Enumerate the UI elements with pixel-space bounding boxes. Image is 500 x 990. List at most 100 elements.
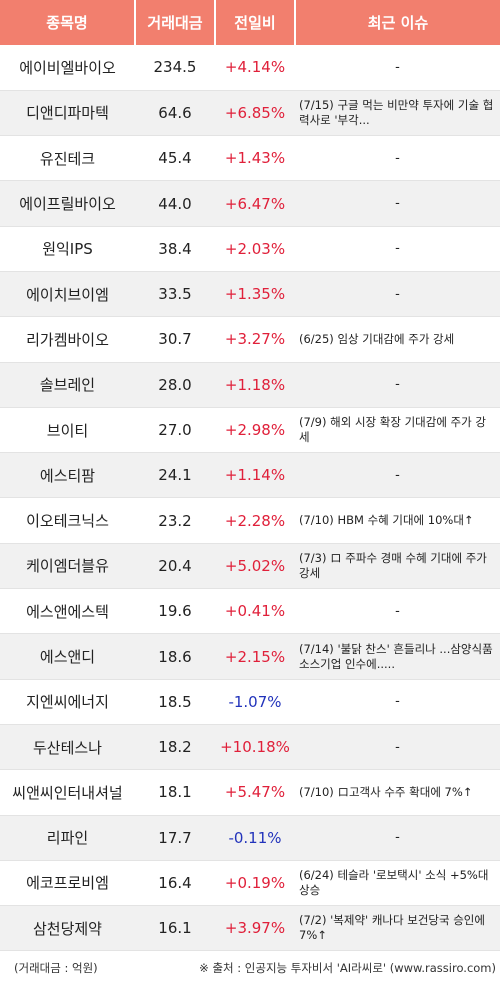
table-row: 에이프릴바이오 44.0 +6.47% - [0,180,500,227]
recent-issue-text: (7/3) ロ 주파수 경매 수혜 기대에 주가 강세 [299,550,487,580]
recent-issue-text: (7/14) '불닭 찬스' 흔들리나 ...삼양식품 소스기업 인수에....… [299,641,493,671]
recent-issue-text: - [395,150,400,166]
stock-name: 에스앤디 [0,633,135,680]
header-change: 전일비 [215,0,296,45]
trading-value: 24.1 [135,452,215,499]
recent-issue: - [295,724,500,771]
stock-name: 에이치브이엠 [0,271,135,318]
table-row: 에코프로비엠 16.4 +0.19% (6/24) 테슬라 '로보택시' 소식 +5%… [0,860,500,907]
table-row: 브이티 27.0 +2.98% (7/9) 해외 시장 확장 기대감에 주가 강세 [0,407,500,454]
stock-name: 디앤디파마텍 [0,90,135,137]
recent-issue: - [295,135,500,182]
header-stock-name: 종목명 [0,0,136,45]
recent-issue-text: - [395,603,400,619]
stock-name: 에코프로비엠 [0,860,135,907]
recent-issue: (7/3) ロ 주파수 경매 수혜 기대에 주가 강세 [295,543,500,590]
price-change: +10.18% [215,724,295,771]
trading-value: 28.0 [135,362,215,408]
trading-value: 17.7 [135,815,215,861]
price-change: +0.41% [215,588,295,635]
price-change: +1.43% [215,135,295,182]
footer: (거래대금 : 억원) ※ 출처 : 인공지능 투자비서 'AI라씨로' (ww… [0,951,500,985]
price-change: +2.03% [215,226,295,272]
recent-issue: - [295,815,500,861]
stock-name: 에스앤에스텍 [0,588,135,635]
stock-name: 두산테스나 [0,724,135,771]
trading-value: 18.2 [135,724,215,771]
trading-value: 38.4 [135,226,215,272]
recent-issue-text: - [395,241,400,257]
trading-value: 18.6 [135,633,215,680]
price-change: +1.18% [215,362,295,408]
stock-table: 종목명 거래대금 전일비 최근 이슈 에이비엘바이오 234.5 +4.14% - 디앤… [0,0,500,952]
table-row: 리파인 17.7 -0.11% - [0,815,500,861]
table-row: 삼천당제약 16.1 +3.97% (7/2) '복제약' 캐나다 보건당국 승인에 … [0,905,500,952]
price-change: +5.47% [215,769,295,816]
price-change: +0.19% [215,860,295,907]
recent-issue: (6/25) 임상 기대감에 주가 강세 [295,316,500,363]
price-change: +6.85% [215,90,295,137]
price-change: +6.47% [215,180,295,227]
recent-issue: - [295,271,500,318]
price-change: +2.98% [215,407,295,454]
price-change: +2.28% [215,497,295,544]
recent-issue-text: - [395,467,400,483]
stock-name: 브이티 [0,407,135,454]
stock-name: 리가켐바이오 [0,316,135,363]
header-trading-value: 거래대금 [135,0,216,45]
table-row: 에이비엘바이오 234.5 +4.14% - [0,45,500,91]
trading-value: 64.6 [135,90,215,137]
table-row: 솔브레인 28.0 +1.18% - [0,362,500,408]
recent-issue: - [295,180,500,227]
price-change: +1.35% [215,271,295,318]
stock-name: 에이비엘바이오 [0,45,135,91]
price-change: +3.97% [215,905,295,952]
recent-issue: (7/2) '복제약' 캐나다 보건당국 승인에 7%↑ [295,905,500,952]
recent-issue: - [295,45,500,91]
recent-issue: (7/9) 해외 시장 확장 기대감에 주가 강세 [295,407,500,454]
price-change: +1.14% [215,452,295,499]
price-change: +4.14% [215,45,295,91]
trading-value: 27.0 [135,407,215,454]
stock-name: 유진테크 [0,135,135,182]
table-row: 에스앤디 18.6 +2.15% (7/14) '불닭 찬스' 흔들리나 ...삼양식… [0,633,500,680]
recent-issue: (7/14) '불닭 찬스' 흔들리나 ...삼양식품 소스기업 인수에....… [295,633,500,680]
recent-issue: (7/10) HBM 수혜 기대에 10%대↑ [295,497,500,544]
stock-name: 원익IPS [0,226,135,272]
stock-name: 에이프릴바이오 [0,180,135,227]
recent-issue-text: (7/10) HBM 수혜 기대에 10%대↑ [299,513,474,528]
trading-value: 30.7 [135,316,215,363]
stock-name: 씨앤씨인터내셔널 [0,769,135,816]
recent-issue: (7/15) 구글 먹는 비만약 투자에 기술 협력사로 '부각... [295,90,500,137]
trading-value: 44.0 [135,180,215,227]
recent-issue-text: (6/25) 임상 기대감에 주가 강세 [299,331,455,346]
trading-value: 234.5 [135,45,215,91]
recent-issue: - [295,679,500,725]
stock-name: 솔브레인 [0,362,135,408]
recent-issue-text: (7/15) 구글 먹는 비만약 투자에 기술 협력사로 '부각... [299,97,494,127]
table-row: 지엔씨에너지 18.5 -1.07% - [0,679,500,725]
table-row: 리가켐바이오 30.7 +3.27% (6/25) 임상 기대감에 주가 강세 [0,316,500,363]
table-row: 에스앤에스텍 19.6 +0.41% - [0,588,500,635]
stock-name: 지엔씨에너지 [0,679,135,725]
price-change: -1.07% [215,679,295,725]
recent-issue-text: (7/2) '복제약' 캐나다 보건당국 승인에 7%↑ [299,913,485,943]
recent-issue-text: (6/24) 테슬라 '로보택시' 소식 +5%대 상승 [299,867,489,897]
recent-issue: - [295,226,500,272]
table-row: 에이치브이엠 33.5 +1.35% - [0,271,500,318]
recent-issue-text: - [395,59,400,75]
trading-value: 19.6 [135,588,215,635]
trading-value: 23.2 [135,497,215,544]
stock-name: 케이엠더블유 [0,543,135,590]
trading-value: 18.1 [135,769,215,816]
price-change: -0.11% [215,815,295,861]
table-row: 이오테크닉스 23.2 +2.28% (7/10) HBM 수혜 기대에 10%대↑ [0,497,500,544]
trading-value: 16.1 [135,905,215,952]
price-change: +3.27% [215,316,295,363]
recent-issue: (6/24) 테슬라 '로보택시' 소식 +5%대 상승 [295,860,500,907]
recent-issue-text: - [395,830,400,846]
stock-name: 에스티팜 [0,452,135,499]
price-change: +2.15% [215,633,295,680]
table-row: 원익IPS 38.4 +2.03% - [0,226,500,272]
recent-issue-text: - [395,286,400,302]
